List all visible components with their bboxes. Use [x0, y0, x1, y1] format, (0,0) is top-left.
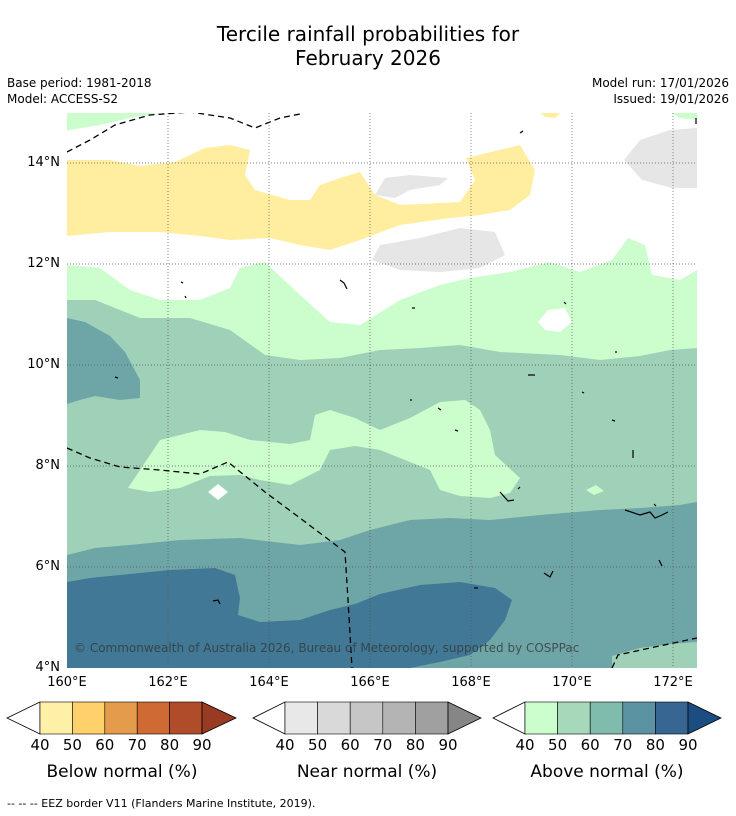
region-above-70	[67, 568, 512, 668]
lon-label-162: 162°E	[148, 675, 188, 690]
colorbar-min-arrow	[252, 701, 286, 735]
region-hole-b	[538, 308, 572, 332]
lon-label-164: 164°E	[249, 675, 289, 690]
lon-label-168: 168°E	[451, 675, 491, 690]
colorbar-tick-label: 50	[62, 736, 82, 754]
map-grid	[67, 113, 697, 668]
colorbar-tick-label: 70	[127, 736, 147, 754]
colorbar-swatch	[284, 701, 318, 735]
title-line-1: Tercile rainfall probabilities for	[216, 22, 520, 46]
region-above-40-top-right	[672, 113, 697, 120]
meta-left: Base period: 1981-2018 Model: ACCESS-S2	[7, 75, 152, 107]
issued-date: Issued: 19/01/2026	[613, 92, 729, 106]
region-near-40-b	[372, 228, 505, 272]
colorbar-swatch	[655, 701, 689, 735]
colorbar-swatch	[589, 701, 624, 735]
colorbar-max-arrow	[447, 701, 482, 735]
colorbar-max-arrow	[201, 701, 237, 735]
eez-borders	[67, 113, 697, 668]
model-name: Model: ACCESS-S2	[7, 92, 119, 106]
colorbar-tick-label: 90	[192, 736, 212, 754]
region-above-40-inner	[128, 400, 520, 498]
region-below-40-top	[540, 113, 560, 118]
base-period: Base period: 1981-2018	[7, 76, 152, 90]
chart-title: Tercile rainfall probabilities for Febru…	[0, 22, 736, 70]
region-above-60-north	[67, 318, 140, 404]
lon-label-166: 166°E	[350, 675, 390, 690]
colorbar-swatch	[317, 701, 351, 735]
colorbar-min-arrow	[492, 701, 526, 735]
colorbar-max-arrow	[687, 701, 722, 735]
colorbar-swatch	[136, 701, 170, 735]
near-normal-label: Near normal (%)	[296, 762, 438, 782]
colorbar-tick-label: 60	[580, 736, 600, 754]
colorbar-swatch	[169, 701, 203, 735]
lat-label-8: 8°N	[35, 458, 61, 473]
colorbar-tick-label: 90	[678, 736, 698, 754]
colorbars	[6, 701, 722, 735]
colorbar-tick-label: 70	[373, 736, 393, 754]
region-above-40-top	[67, 113, 160, 131]
lat-label-4: 4°N	[35, 660, 61, 675]
colorbar-min-arrow	[6, 701, 41, 735]
region-above-50-southeast	[612, 642, 697, 668]
colorbar-tick-label: 60	[340, 736, 360, 754]
lat-label-12: 12°N	[27, 256, 60, 271]
lon-label-172: 172°E	[653, 675, 693, 690]
region-hole-a	[208, 484, 228, 500]
lat-label-6: 6°N	[35, 559, 61, 574]
colorbar-swatch	[524, 701, 558, 735]
colorbar-tick-label: 50	[548, 736, 568, 754]
colorbar-swatch	[622, 701, 656, 735]
colorbar-swatch	[104, 701, 138, 735]
colorbar-tick-label: 80	[405, 736, 425, 754]
colorbar-tick-label: 40	[515, 736, 535, 754]
colorbar-tick-label: 80	[160, 736, 180, 754]
colorbar-swatch	[382, 701, 416, 735]
meta-right: Model run: 17/01/2026 Issued: 19/01/2026	[592, 75, 729, 107]
model-run-date: Model run: 17/01/2026	[591, 76, 729, 90]
region-above-40-dot	[586, 485, 604, 495]
eez-footnote: -- -- -- EEZ border V11 (Flanders Marine…	[7, 797, 316, 810]
colorbar-tick-label: 60	[95, 736, 115, 754]
lon-label-170: 170°E	[552, 675, 592, 690]
colorbar-tick-label: 40	[275, 736, 295, 754]
colorbar-tick-label: 50	[308, 736, 328, 754]
colorbar-swatch	[349, 701, 384, 735]
colorbar-swatch	[72, 701, 106, 735]
islands	[114, 118, 697, 605]
below-normal-label: Below normal (%)	[46, 762, 198, 782]
colorbar-tick-label: 90	[438, 736, 458, 754]
lat-label-14: 14°N	[27, 155, 60, 170]
colorbar-swatch	[415, 701, 449, 735]
copyright-credit: © Commonwealth of Australia 2026, Bureau…	[74, 641, 580, 655]
map-plot-area	[67, 113, 697, 668]
colorbar-swatch	[557, 701, 591, 735]
colorbar-tick-label: 70	[613, 736, 633, 754]
title-line-2: February 2026	[295, 46, 441, 70]
lon-label-160: 160°E	[47, 675, 87, 690]
colorbar-swatch	[39, 701, 73, 735]
region-near-40-a	[375, 175, 448, 198]
colorbar-tick-label: 40	[30, 736, 50, 754]
above-normal-label: Above normal (%)	[530, 762, 684, 782]
region-near-40-c	[624, 128, 697, 188]
region-below-40	[67, 145, 535, 250]
colorbar-tick-label: 80	[645, 736, 665, 754]
lat-label-10: 10°N	[27, 357, 60, 372]
